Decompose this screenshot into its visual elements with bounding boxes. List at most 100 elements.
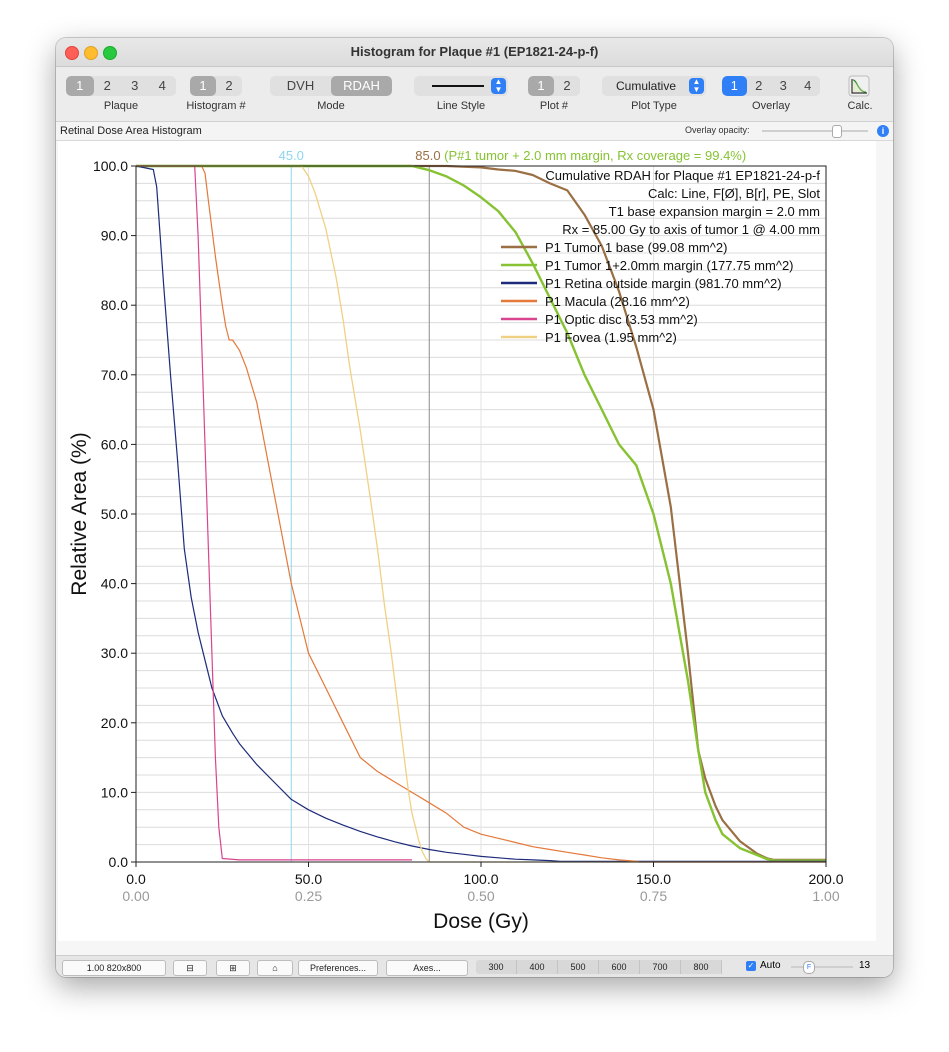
plaque-option[interactable]: 2 bbox=[103, 78, 111, 93]
overlay-opacity-label: Overlay opacity: bbox=[685, 125, 750, 135]
series-line-3 bbox=[135, 165, 826, 862]
line-style-sample bbox=[432, 85, 484, 87]
overlay-option[interactable]: 1 bbox=[722, 76, 747, 96]
histogram-window: Histogram for Plaque #1 (EP1821-24-p-f) … bbox=[56, 38, 893, 977]
legend-entry: P1 Tumor 1+2.0mm margin (177.75 mm^2) bbox=[545, 258, 794, 273]
series-line-1 bbox=[136, 164, 826, 862]
plot-type-value: Cumulative bbox=[616, 79, 677, 93]
content-area: 0.0 10.0 20.0 30.0 40.0 50.0 60.0 70.0 80.0 90.0 1… bbox=[56, 141, 893, 955]
auto-checkbox[interactable]: ✓ bbox=[746, 961, 756, 971]
plot-number-option[interactable]: 1 bbox=[528, 76, 554, 96]
minimize-window-button[interactable] bbox=[84, 46, 98, 60]
plot-number-option[interactable]: 2 bbox=[563, 78, 571, 93]
plot-canvas: 0.0 10.0 20.0 30.0 40.0 50.0 60.0 70.0 80.0 90.0 1… bbox=[58, 141, 876, 941]
font-slider-thumb[interactable]: F bbox=[803, 961, 815, 974]
line-style-popup[interactable]: ▲ ▼ bbox=[414, 76, 508, 96]
info-icon[interactable]: i bbox=[877, 125, 889, 137]
zoom-window-button[interactable] bbox=[103, 46, 117, 60]
home-icon[interactable]: ⌂ bbox=[257, 960, 293, 976]
marker-label-45: 45.0 bbox=[279, 148, 304, 163]
overlay-option[interactable]: 4 bbox=[804, 78, 812, 93]
x-tick-label-secondary: 0.50 bbox=[467, 888, 494, 904]
x-tick-label: 150.0 bbox=[636, 871, 671, 887]
histogram-calc-icon[interactable] bbox=[848, 75, 870, 97]
plaque-label: Plaque bbox=[103, 100, 139, 112]
close-window-button[interactable] bbox=[65, 46, 79, 60]
x-tick-label-secondary: 0.75 bbox=[640, 888, 667, 904]
x-tick-label: 50.0 bbox=[295, 871, 322, 887]
plaque-option[interactable]: 1 bbox=[66, 76, 94, 96]
legend-entry: P1 Retina outside margin (981.70 mm^2) bbox=[545, 276, 782, 291]
histogram-type-title: Retinal Dose Area Histogram bbox=[60, 125, 202, 137]
series-line-6 bbox=[136, 165, 826, 863]
series-line-2 bbox=[136, 164, 826, 862]
legend-entry: P1 Fovea (1.95 mm^2) bbox=[545, 330, 677, 345]
plaque-option[interactable]: 3 bbox=[131, 78, 139, 93]
overlay-option[interactable]: 2 bbox=[755, 78, 763, 93]
mode-label: Mode bbox=[317, 100, 345, 112]
rdah-chart: 0.0 10.0 20.0 30.0 40.0 50.0 60.0 70.0 80.0 90.0 1… bbox=[68, 148, 844, 933]
info-line: T1 base expansion margin = 2.0 mm bbox=[609, 204, 820, 219]
x-axis-label: Dose (Gy) bbox=[433, 910, 529, 933]
auto-label: Auto bbox=[760, 960, 781, 971]
overlay-opacity-slider[interactable] bbox=[762, 125, 868, 138]
marker-label-85: 85.0 (P#1 tumor + 2.0 mm margin, Rx cove… bbox=[415, 148, 746, 163]
font-size-value: 13 bbox=[859, 960, 871, 971]
y-tick-label: 10.0 bbox=[101, 784, 128, 800]
canvas-size-option[interactable]: 800 bbox=[681, 960, 722, 974]
plot-number-label: Plot # bbox=[539, 100, 569, 112]
popup-arrows-icon: ▲ ▼ bbox=[491, 78, 506, 94]
histogram-number-option[interactable]: 1 bbox=[190, 76, 216, 96]
line-style-label: Line Style bbox=[436, 100, 486, 112]
canvas-size-option[interactable]: 700 bbox=[640, 960, 681, 974]
axes-button[interactable]: Axes... bbox=[386, 960, 468, 976]
zoom-readout[interactable]: 1.00 820x800 bbox=[62, 960, 166, 976]
plot-type-label: Plot Type bbox=[631, 100, 677, 112]
canvas-size-option[interactable]: 500 bbox=[558, 960, 599, 974]
y-tick-label: 40.0 bbox=[101, 576, 128, 592]
canvas-size-option[interactable]: 600 bbox=[599, 960, 640, 974]
window-title: Histogram for Plaque #1 (EP1821-24-p-f) bbox=[350, 44, 599, 59]
y-tick-label: 100.0 bbox=[93, 158, 128, 174]
y-tick-label: 20.0 bbox=[101, 715, 128, 731]
series-line-5 bbox=[136, 165, 412, 861]
canvas-size-option[interactable]: 300 bbox=[476, 960, 517, 974]
info-line: Calc: Line, F[Ø], B[r], PE, Slot bbox=[648, 186, 820, 201]
x-tick-label: 200.0 bbox=[808, 871, 843, 887]
zoom-in-icon[interactable]: ⊞ bbox=[216, 960, 250, 976]
marker-note: (P#1 tumor + 2.0 mm margin, Rx coverage … bbox=[441, 148, 747, 163]
y-tick-label: 50.0 bbox=[101, 506, 128, 522]
plot-type-popup[interactable]: Cumulative ▲ ▼ bbox=[602, 76, 706, 96]
overlay-option[interactable]: 3 bbox=[779, 78, 787, 93]
x-tick-label: 100.0 bbox=[463, 871, 498, 887]
y-tick-label: 0.0 bbox=[109, 854, 129, 870]
mode-selector[interactable]: DVH RDAH bbox=[270, 76, 392, 96]
y-tick-label: 90.0 bbox=[101, 228, 128, 244]
mode-option[interactable]: RDAH bbox=[331, 76, 392, 96]
preferences-button[interactable]: Preferences... bbox=[298, 960, 378, 976]
sub-bar: Retinal Dose Area Histogram Overlay opac… bbox=[56, 122, 893, 141]
status-bar: 1.00 820x800 ⊟ ⊞ ⌂ Preferences... Axes..… bbox=[56, 955, 893, 977]
y-tick-label: 60.0 bbox=[101, 436, 128, 452]
mode-option[interactable]: DVH bbox=[286, 78, 315, 93]
canvas-size-option[interactable]: 400 bbox=[517, 960, 558, 974]
legend-entry: P1 Tumor 1 base (99.08 mm^2) bbox=[545, 240, 727, 255]
plaque-option[interactable]: 4 bbox=[158, 78, 166, 93]
y-tick-label: 70.0 bbox=[101, 367, 128, 383]
font-size-slider[interactable]: F bbox=[791, 961, 853, 974]
histogram-number-option[interactable]: 2 bbox=[225, 78, 233, 93]
canvas-size-selector[interactable]: 300 400 500 600 700 800 bbox=[476, 960, 722, 974]
info-line: Rx = 85.00 Gy to axis of tumor 1 @ 4.00 … bbox=[562, 222, 820, 237]
histogram-number-label: Histogram # bbox=[186, 100, 246, 112]
x-tick-label-secondary: 0.25 bbox=[295, 888, 322, 904]
overlay-opacity-thumb[interactable] bbox=[832, 125, 843, 138]
legend-entry: P1 Optic disc (3.53 mm^2) bbox=[545, 312, 698, 327]
x-tick-label-secondary: 0.00 bbox=[122, 888, 149, 904]
title-bar: Histogram for Plaque #1 (EP1821-24-p-f) bbox=[56, 38, 893, 67]
zoom-out-icon[interactable]: ⊟ bbox=[173, 960, 207, 976]
